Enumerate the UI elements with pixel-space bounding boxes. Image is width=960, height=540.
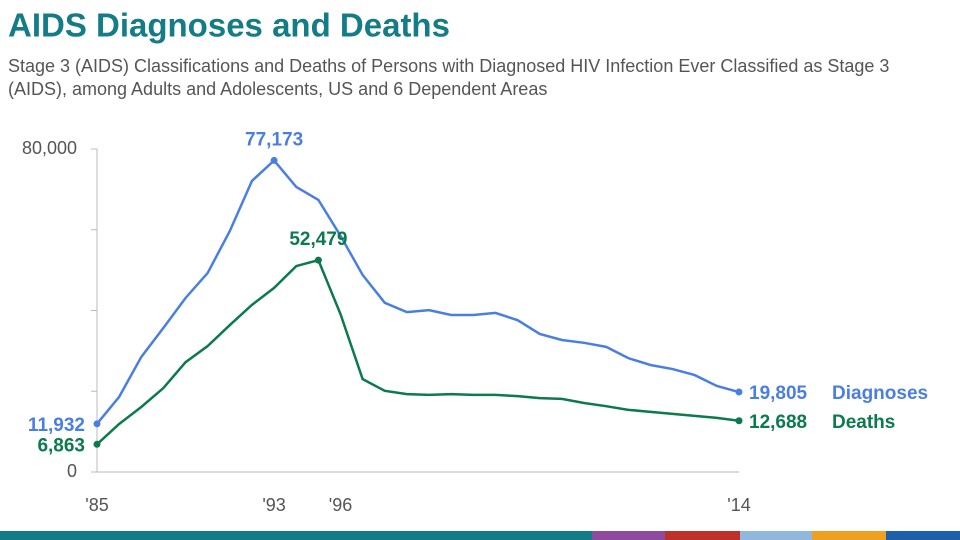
series-line xyxy=(96,258,740,446)
point xyxy=(735,417,743,425)
series-name: Deaths xyxy=(832,412,895,433)
y-tick-label: 80,000 xyxy=(22,138,77,158)
data-label: 77,173 xyxy=(245,129,303,150)
chart-subtitle: Stage 3 (AIDS) Classifications and Death… xyxy=(8,56,890,99)
footer-bar xyxy=(592,531,665,540)
point xyxy=(314,256,322,264)
subtitle-box: Stage 3 (AIDS) Classifications and Death… xyxy=(8,56,890,99)
x-tick-label: '14 xyxy=(727,495,750,515)
x-tick-label: '93 xyxy=(262,495,285,515)
footer-bar xyxy=(886,531,960,540)
point xyxy=(735,388,743,396)
data-label: 19,805 xyxy=(749,383,808,404)
chart-title: AIDS Diagnoses and Deaths xyxy=(8,7,450,44)
series-line xyxy=(96,158,740,425)
data-label: 12,688 xyxy=(749,412,807,433)
point xyxy=(270,156,278,164)
y-tick-label: 0 xyxy=(67,461,77,481)
data-label: 52,479 xyxy=(289,229,347,250)
point xyxy=(93,420,101,428)
x-tick-label: '96 xyxy=(329,495,352,515)
data-label: 6,863 xyxy=(37,435,85,456)
data-label: 11,932 xyxy=(28,415,85,436)
point xyxy=(93,440,101,448)
footer-bar xyxy=(0,531,592,540)
x-tick-label: '85 xyxy=(85,495,108,515)
footer-bar xyxy=(665,531,740,540)
footer-bar xyxy=(740,531,812,540)
footer-bar xyxy=(812,531,886,540)
series-name: Diagnoses xyxy=(832,383,928,404)
